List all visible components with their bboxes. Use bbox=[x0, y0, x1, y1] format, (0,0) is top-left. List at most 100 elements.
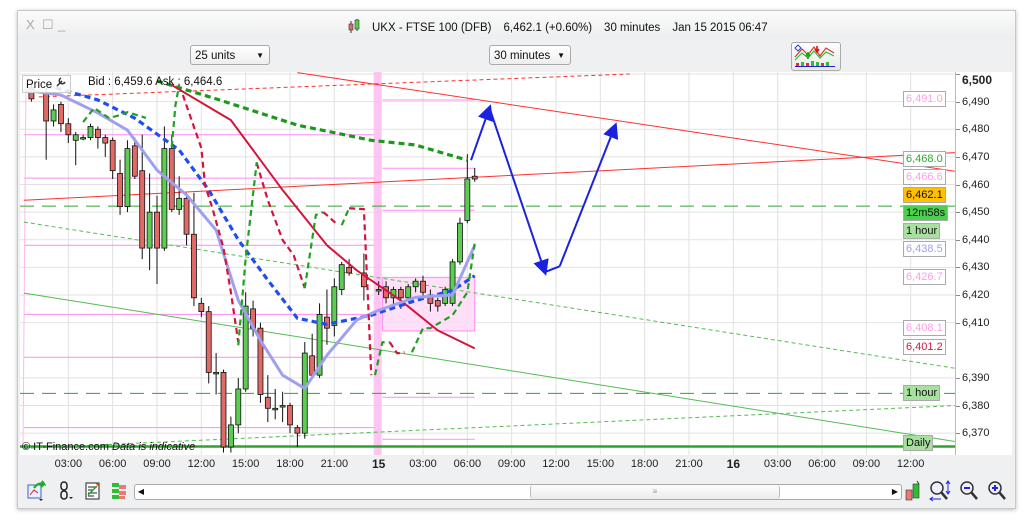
price-tag: 6,426.7 bbox=[903, 268, 946, 285]
candle bbox=[457, 217, 463, 265]
candle bbox=[301, 342, 308, 439]
chain-link-icon[interactable] bbox=[57, 480, 77, 502]
trendline bbox=[297, 72, 955, 172]
time-tick-label: 15:00 bbox=[586, 458, 615, 470]
window-title: UKX - FTSE 100 (DFB) 6,462.1 (+0.60%) 30… bbox=[348, 18, 768, 37]
candle bbox=[346, 259, 353, 276]
candle-body-up bbox=[87, 126, 94, 138]
wrench-icon bbox=[55, 77, 67, 91]
candle bbox=[176, 176, 183, 215]
stop-line bbox=[410, 242, 476, 353]
candle-body-up bbox=[213, 371, 220, 375]
time-tick-label: 09:00 bbox=[143, 458, 171, 470]
horizontal-scrollbar[interactable]: ◀ ≡ ▶ bbox=[134, 484, 902, 500]
candle bbox=[161, 126, 168, 251]
candle bbox=[471, 167, 478, 182]
candle-body-up bbox=[72, 134, 79, 141]
candle-body-down bbox=[191, 233, 197, 299]
price-tick-mark bbox=[956, 377, 960, 379]
indicators-button[interactable] bbox=[791, 42, 841, 71]
candle-body-up bbox=[272, 407, 279, 411]
maximize-window-button[interactable]: ☐ bbox=[42, 17, 54, 32]
price-tick-label: 6,420 bbox=[962, 289, 990, 302]
trendline bbox=[23, 292, 955, 442]
candle-body-down bbox=[346, 267, 353, 274]
datetime-label: Jan 15 2015 06:47 bbox=[672, 21, 768, 34]
candle bbox=[117, 159, 123, 215]
candle bbox=[220, 369, 227, 453]
time-axis[interactable]: 03:00 06:00 09:00 12:00 15:00 18:00 21:00 15 03:… bbox=[20, 455, 955, 475]
chart-toolbar: 25 units ▼ 30 minutes ▼ bbox=[18, 39, 1015, 73]
zoom-fit-icon[interactable] bbox=[929, 480, 951, 502]
stop-line bbox=[82, 106, 147, 123]
price-tick-mark bbox=[956, 295, 960, 297]
candle-body-down bbox=[139, 170, 146, 249]
price-tag: 1 hour bbox=[903, 385, 941, 402]
price-tag-column: 6,491.0 6,468.0 6,466.6 6,462.1 12m58s 1 hour… bbox=[903, 72, 955, 455]
time-tick-label: 12:00 bbox=[896, 458, 925, 470]
indicator-line bbox=[171, 84, 476, 350]
candle bbox=[405, 283, 412, 301]
trendline bbox=[23, 221, 955, 369]
price-tick-mark bbox=[956, 405, 960, 407]
scroll-thumb[interactable]: ≡ bbox=[530, 485, 780, 499]
candle-body-down bbox=[109, 139, 116, 172]
price-settings-button[interactable]: Price bbox=[22, 75, 72, 93]
candle bbox=[420, 275, 426, 298]
price-chart[interactable] bbox=[20, 72, 955, 455]
time-tick-label: 06:00 bbox=[98, 458, 127, 470]
price-tick-label: 6,450 bbox=[962, 206, 990, 219]
candle-body-down bbox=[220, 371, 227, 448]
candle bbox=[324, 289, 330, 345]
candle bbox=[198, 297, 205, 318]
stop-line bbox=[349, 207, 373, 376]
time-tick-label: 03:00 bbox=[763, 458, 792, 470]
forecast-arrow bbox=[470, 104, 494, 161]
candle-body-up bbox=[338, 264, 345, 290]
tools-icon[interactable] bbox=[903, 480, 923, 502]
price-tick-mark bbox=[956, 239, 960, 241]
candle bbox=[102, 134, 109, 157]
candle bbox=[309, 333, 316, 378]
time-tick-label: 03:00 bbox=[54, 458, 83, 470]
candle-body-up bbox=[464, 178, 471, 221]
candle-body-down bbox=[205, 311, 212, 373]
candle bbox=[87, 123, 94, 141]
candle bbox=[464, 154, 471, 224]
scroll-left-button[interactable]: ◀ bbox=[137, 487, 145, 496]
candle-body-up bbox=[50, 109, 57, 122]
candle bbox=[72, 132, 79, 166]
price-tick-label: 6,430 bbox=[962, 261, 990, 274]
price-tick-label: 6,370 bbox=[962, 427, 990, 440]
candle bbox=[287, 402, 293, 434]
units-dropdown[interactable]: 25 units ▼ bbox=[190, 45, 270, 65]
candle-body-up bbox=[457, 222, 463, 263]
candle-body-down bbox=[257, 327, 264, 395]
candle bbox=[146, 173, 153, 271]
candle-body-up bbox=[235, 388, 242, 426]
candle-body-up bbox=[146, 211, 153, 249]
candle bbox=[183, 192, 190, 246]
price-tick-mark bbox=[956, 156, 960, 158]
price-tick-mark bbox=[956, 433, 960, 435]
candle-body-down bbox=[102, 137, 109, 144]
copyright-notice: © IT-Finance.com Data is indicative bbox=[22, 441, 195, 453]
price-axis[interactable]: 6,500 6,490 6,480 6,470 6,460 6,450 6,440 6,430… bbox=[955, 72, 1012, 455]
candle bbox=[65, 118, 72, 144]
zoom-out-icon[interactable] bbox=[959, 480, 979, 502]
chart-export-icon[interactable] bbox=[26, 480, 47, 502]
price-tick-label: 6,460 bbox=[962, 178, 990, 191]
minimize-window-button[interactable]: _ bbox=[58, 17, 66, 32]
candle bbox=[80, 134, 87, 141]
time-tick-label: 15:00 bbox=[231, 458, 260, 470]
close-window-button[interactable]: X bbox=[26, 17, 35, 32]
stacked-bars-icon[interactable] bbox=[109, 480, 129, 502]
stop-line bbox=[255, 162, 306, 289]
candle bbox=[124, 140, 131, 213]
scroll-right-button[interactable]: ▶ bbox=[891, 487, 899, 496]
session-separator bbox=[373, 72, 382, 455]
report-icon[interactable] bbox=[83, 480, 103, 502]
interval-dropdown[interactable]: 30 minutes ▼ bbox=[489, 45, 571, 65]
interval-label: 30 minutes bbox=[604, 21, 661, 34]
zoom-in-icon[interactable] bbox=[987, 480, 1007, 502]
